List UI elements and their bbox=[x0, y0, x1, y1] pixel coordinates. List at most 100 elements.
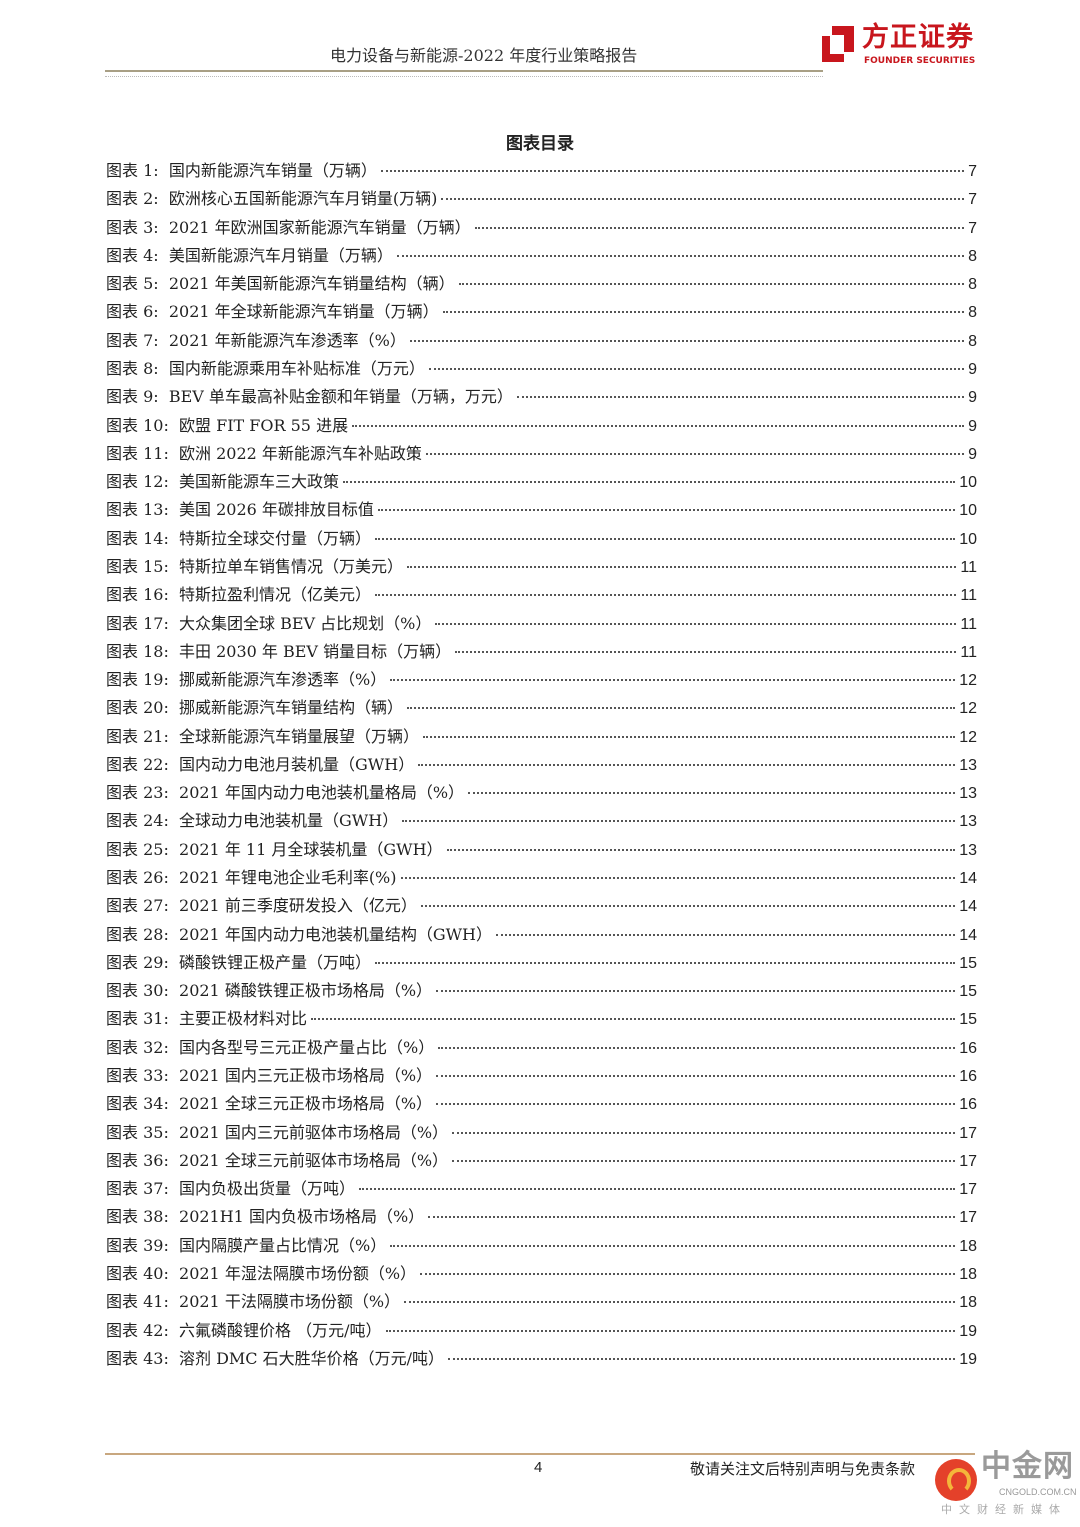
toc-dot-leader bbox=[375, 961, 956, 964]
toc-entry[interactable]: 图表 12: 美国新能源车三大政策 10 bbox=[106, 472, 977, 500]
founder-securities-logo: 方正证券 FOUNDER SECURITIES bbox=[822, 22, 982, 68]
watermark-sub: 中文财经新媒体 bbox=[941, 1503, 1067, 1516]
toc-entry[interactable]: 图表 13: 美国 2026 年碳排放目标值 10 bbox=[106, 500, 977, 528]
toc-entry[interactable]: 图表 4: 美国新能源汽车月销量（万辆） 8 bbox=[106, 246, 977, 274]
toc-entry-page: 13 bbox=[959, 785, 977, 803]
toc-entry[interactable]: 图表 15: 特斯拉单车销售情况（万美元） 11 bbox=[106, 557, 977, 585]
toc-entry[interactable]: 图表 5: 2021 年美国新能源汽车销量结构（辆） 8 bbox=[106, 274, 977, 302]
header-divider bbox=[105, 70, 823, 72]
toc-entry-page: 8 bbox=[968, 276, 977, 294]
toc-entry-label: 图表 8: 国内新能源乘用车补贴标准（万元） bbox=[106, 358, 425, 378]
toc-entry[interactable]: 图表 35: 2021 国内三元前驱体市场格局（%） 17 bbox=[106, 1123, 977, 1151]
toc-entry-page: 9 bbox=[968, 417, 977, 435]
toc-entry[interactable]: 图表 21: 全球新能源汽车销量展望（万辆） 12 bbox=[106, 727, 977, 755]
toc-entry[interactable]: 图表 23: 2021 年国内动力电池装机量格局（%） 13 bbox=[106, 783, 977, 811]
toc-entry-page: 7 bbox=[968, 219, 977, 237]
toc-entry[interactable]: 图表 20: 挪威新能源汽车销量结构（辆） 12 bbox=[106, 698, 977, 726]
toc-entry[interactable]: 图表 25: 2021 年 11 月全球装机量（GWH） 13 bbox=[106, 840, 977, 868]
toc-entry[interactable]: 图表 7: 2021 年新能源汽车渗透率（%） 8 bbox=[106, 331, 977, 359]
toc-dot-leader bbox=[343, 481, 956, 484]
toc-entry-label: 图表 14: 特斯拉全球交付量（万辆） bbox=[106, 528, 372, 548]
toc-entry-page: 7 bbox=[968, 191, 977, 209]
toc-dot-leader bbox=[436, 1075, 956, 1077]
toc-entry[interactable]: 图表 24: 全球动力电池装机量（GWH） 13 bbox=[106, 811, 977, 839]
toc-entry-label: 图表 3: 2021 年欧洲国家新能源汽车销量（万辆） bbox=[106, 217, 471, 237]
toc-entry-label: 图表 20: 挪威新能源汽车销量结构（辆） bbox=[106, 698, 404, 718]
toc-entry[interactable]: 图表 26: 2021 年锂电池企业毛利率(%) 14 bbox=[106, 868, 977, 896]
toc-dot-leader bbox=[436, 990, 956, 993]
toc-dot-leader bbox=[448, 1357, 956, 1360]
toc-dot-leader bbox=[390, 679, 956, 682]
toc-dot-leader bbox=[402, 820, 956, 823]
toc-entry[interactable]: 图表 6: 2021 年全球新能源汽车销量（万辆） 8 bbox=[106, 302, 977, 330]
toc-entry-label: 图表 34: 2021 全球三元正极市场格局（%） bbox=[106, 1094, 433, 1114]
toc-entry-page: 9 bbox=[968, 389, 977, 407]
toc-entry-label: 图表 35: 2021 国内三元前驱体市场格局（%） bbox=[106, 1122, 449, 1142]
toc-dot-leader bbox=[455, 650, 957, 653]
toc-entry-page: 16 bbox=[959, 1039, 977, 1057]
toc-dot-leader bbox=[436, 1103, 956, 1106]
toc-entry[interactable]: 图表 41: 2021 干法隔膜市场份额（%） 18 bbox=[106, 1292, 977, 1320]
toc-entry-label: 图表 9: BEV 单车最高补贴金额和年销量（万辆，万元） bbox=[106, 387, 513, 407]
toc-entry[interactable]: 图表 14: 特斯拉全球交付量（万辆） 10 bbox=[106, 529, 977, 557]
toc-entry[interactable]: 图表 31: 主要正极材料对比 15 bbox=[106, 1009, 977, 1037]
toc-entry-label: 图表 27: 2021 前三季度研发投入（亿元） bbox=[106, 896, 417, 916]
toc-entry-page: 10 bbox=[959, 530, 977, 548]
toc-entry[interactable]: 图表 34: 2021 全球三元正极市场格局（%） 16 bbox=[106, 1094, 977, 1122]
logo-mark-icon bbox=[822, 26, 854, 62]
toc-entry[interactable]: 图表 18: 丰田 2030 年 BEV 销量目标（万辆） 11 bbox=[106, 642, 977, 670]
toc-entry-label: 图表 5: 2021 年美国新能源汽车销量结构（辆） bbox=[106, 274, 455, 294]
toc-entry[interactable]: 图表 32: 国内各型号三元正极产量占比（%） 16 bbox=[106, 1038, 977, 1066]
toc-dot-leader bbox=[375, 594, 957, 597]
toc-entry[interactable]: 图表 10: 欧盟 FIT FOR 55 进展 9 bbox=[106, 416, 977, 444]
toc-entry-label: 图表 6: 2021 年全球新能源汽车销量（万辆） bbox=[106, 302, 439, 322]
toc-entry[interactable]: 图表 1: 国内新能源汽车销量（万辆） 7 bbox=[106, 161, 977, 189]
toc-dot-leader bbox=[423, 735, 956, 738]
toc-entry[interactable]: 图表 16: 特斯拉盈利情况（亿美元） 11 bbox=[106, 585, 977, 613]
toc-entry-page: 12 bbox=[959, 728, 977, 746]
toc-entry-label: 图表 16: 特斯拉盈利情况（亿美元） bbox=[106, 585, 372, 605]
toc-entry[interactable]: 图表 40: 2021 年湿法隔膜市场份额（%） 18 bbox=[106, 1264, 977, 1292]
toc-entry-page: 13 bbox=[959, 841, 977, 859]
toc-entry[interactable]: 图表 30: 2021 磷酸铁锂正极市场格局（%） 15 bbox=[106, 981, 977, 1009]
watermark-cn: 中金网 bbox=[981, 1449, 1074, 1484]
toc-entry-page: 16 bbox=[959, 1096, 977, 1114]
toc-entry[interactable]: 图表 3: 2021 年欧洲国家新能源汽车销量（万辆） 7 bbox=[106, 218, 977, 246]
toc-dot-leader bbox=[375, 537, 956, 540]
toc-entry[interactable]: 图表 19: 挪威新能源汽车渗透率（%） 12 bbox=[106, 670, 977, 698]
toc-entry-page: 9 bbox=[968, 445, 977, 463]
toc-entry-page: 11 bbox=[960, 558, 977, 576]
toc-entry[interactable]: 图表 37: 国内负极出货量（万吨） 17 bbox=[106, 1179, 977, 1207]
toc-entry[interactable]: 图表 17: 大众集团全球 BEV 占比规划（%） 11 bbox=[106, 614, 977, 642]
toc-entry-label: 图表 29: 磷酸铁锂正极产量（万吨） bbox=[106, 952, 372, 972]
toc-entry-label: 图表 38: 2021H1 国内负极市场格局（%） bbox=[106, 1207, 425, 1227]
toc-entry[interactable]: 图表 33: 2021 国内三元正极市场格局（%） 16 bbox=[106, 1066, 977, 1094]
toc-dot-leader bbox=[516, 396, 965, 399]
toc-dot-leader bbox=[420, 1272, 956, 1275]
toc-entry[interactable]: 图表 8: 国内新能源乘用车补贴标准（万元） 9 bbox=[106, 359, 977, 387]
toc-entry-page: 14 bbox=[959, 898, 977, 916]
toc-entry[interactable]: 图表 42: 六氟磷酸锂价格 （万元/吨） 19 bbox=[106, 1321, 977, 1349]
toc-entry-label: 图表 43: 溶剂 DMC 石大胜华价格（万元/吨） bbox=[106, 1348, 445, 1368]
toc-entry[interactable]: 图表 29: 磷酸铁锂正极产量（万吨） 15 bbox=[106, 953, 977, 981]
toc-entry-page: 10 bbox=[959, 502, 977, 520]
toc-entry-page: 11 bbox=[960, 615, 977, 633]
toc-entry-label: 图表 2: 欧洲核心五国新能源汽车月销量(万辆) bbox=[106, 189, 438, 209]
toc-entry[interactable]: 图表 22: 国内动力电池月装机量（GWH） 13 bbox=[106, 755, 977, 783]
toc-entry[interactable]: 图表 9: BEV 单车最高补贴金额和年销量（万辆，万元） 9 bbox=[106, 387, 977, 415]
toc-entry-page: 15 bbox=[959, 954, 977, 972]
toc-entry[interactable]: 图表 38: 2021H1 国内负极市场格局（%） 17 bbox=[106, 1207, 977, 1235]
toc-entry[interactable]: 图表 36: 2021 全球三元前驱体市场格局（%） 17 bbox=[106, 1151, 977, 1179]
toc-entry[interactable]: 图表 39: 国内隔膜产量占比情况（%） 18 bbox=[106, 1236, 977, 1264]
toc-entry[interactable]: 图表 28: 2021 年国内动力电池装机量结构（GWH） 14 bbox=[106, 925, 977, 953]
toc-entry-label: 图表 40: 2021 年湿法隔膜市场份额（%） bbox=[106, 1263, 417, 1283]
toc-dot-leader bbox=[390, 1244, 956, 1247]
toc-entry[interactable]: 图表 43: 溶剂 DMC 石大胜华价格（万元/吨） 19 bbox=[106, 1349, 977, 1377]
toc-dot-leader bbox=[407, 707, 956, 710]
toc-entry[interactable]: 图表 27: 2021 前三季度研发投入（亿元） 14 bbox=[106, 896, 977, 924]
toc-entry[interactable]: 图表 2: 欧洲核心五国新能源汽车月销量(万辆) 7 bbox=[106, 189, 977, 217]
toc-dot-leader bbox=[428, 1216, 956, 1219]
toc-entry-label: 图表 37: 国内负极出货量（万吨） bbox=[106, 1179, 356, 1199]
toc-entry[interactable]: 图表 11: 欧洲 2022 年新能源汽车补贴政策 9 bbox=[106, 444, 977, 472]
toc-entry-page: 17 bbox=[959, 1124, 977, 1142]
